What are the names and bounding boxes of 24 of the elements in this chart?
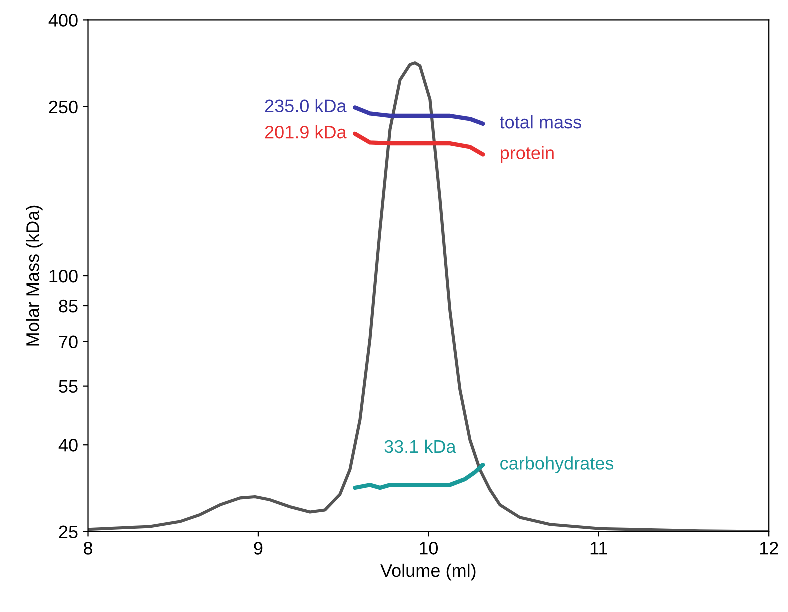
y-tick-label: 85 bbox=[59, 300, 78, 313]
line-series bbox=[353, 132, 486, 157]
y-tick-label: 70 bbox=[59, 336, 78, 349]
line-series bbox=[353, 462, 486, 490]
y-tick-label: 55 bbox=[59, 380, 78, 394]
x-tick-label: 10 bbox=[420, 542, 438, 555]
annotation: 33.1 kDa bbox=[384, 440, 456, 454]
x-tick-label: 12 bbox=[760, 542, 778, 555]
line-series bbox=[353, 106, 486, 126]
x-tick-label: 8 bbox=[84, 542, 92, 555]
annotation: 235.0 kDa bbox=[265, 99, 347, 113]
x-tick-label: 11 bbox=[590, 542, 608, 555]
y-tick-label: 40 bbox=[58, 439, 78, 452]
x-axis-title: Volume (ml) bbox=[380, 564, 476, 581]
x-tick-label: 9 bbox=[254, 542, 263, 555]
y-tick-label: 250 bbox=[49, 100, 78, 114]
series-label: total mass bbox=[500, 116, 582, 129]
y-tick-label: 100 bbox=[50, 270, 78, 283]
annotation: 201.9 kDa bbox=[265, 125, 347, 139]
y-axis-title: Molar Mass (kDa) bbox=[26, 206, 43, 346]
series-label: protein bbox=[500, 146, 554, 164]
y-tick-label: 25 bbox=[59, 526, 78, 539]
y-tick-label: 400 bbox=[48, 14, 78, 27]
series-label: carbohydrates bbox=[500, 456, 614, 474]
